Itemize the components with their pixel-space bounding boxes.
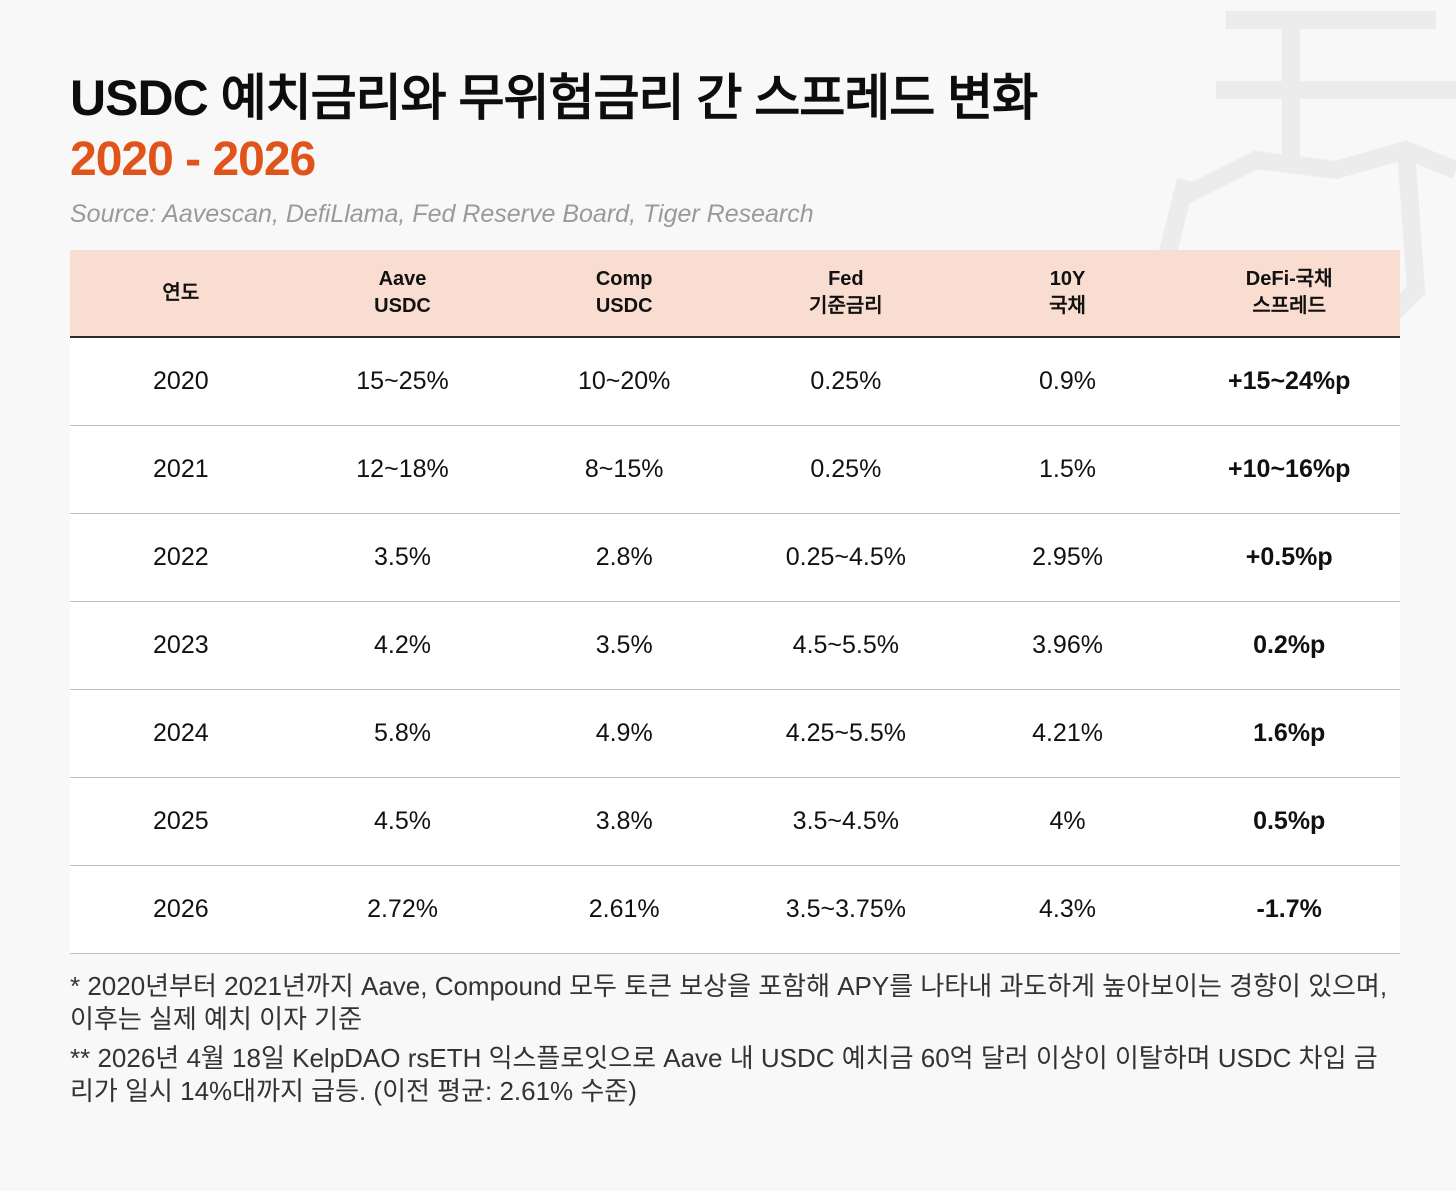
cell-year: 2026 <box>153 895 209 923</box>
cell-fed-rate: 3.5~4.5% <box>792 807 900 835</box>
cell-aave-usdc: 12~18% <box>356 455 449 483</box>
footnote: ** 2026년 4월 18일 KelpDAO rsETH 익스플로잇으로 Aa… <box>70 1043 1378 1106</box>
cell-comp-usdc: 2.61% <box>588 895 660 923</box>
cell-defi-spread: +0.5%p <box>1245 543 1333 571</box>
cell-aave-usdc: 15~25% <box>356 367 449 395</box>
cell-comp-usdc: 3.8% <box>595 807 653 835</box>
cell-defi-spread: +15~24%p <box>1228 367 1351 395</box>
table-header-row: 연도 Aave USDC Comp USDC Fed 기준금리 10Y 국채 D… <box>70 250 1400 338</box>
cell-fed-rate: 0.25% <box>810 367 882 395</box>
cell-year: 2025 <box>153 807 209 835</box>
header-year: 연도 <box>162 281 200 304</box>
cell-defi-spread: 0.5%p <box>1253 807 1326 835</box>
cell-10y-treasury: 3.96% <box>1032 631 1103 659</box>
cell-year: 2024 <box>153 719 209 747</box>
footnotes: * 2020년부터 2021년까지 Aave, Compound 모두 토큰 보… <box>70 970 1400 1114</box>
footnote: * 2020년부터 2021년까지 Aave, Compound 모두 토큰 보… <box>70 971 1388 1034</box>
table-row: 2020 15~25% 10~20% 0.25% 0.9% +15~24%p <box>70 338 1400 426</box>
cell-defi-spread: 1.6%p <box>1253 719 1326 747</box>
cell-year: 2022 <box>153 543 209 571</box>
header-10y-treasury: 10Y 국채 <box>1049 268 1086 317</box>
table-row: 2026 2.72% 2.61% 3.5~3.75% 4.3% -1.7% <box>70 866 1400 954</box>
cell-year: 2023 <box>153 631 209 659</box>
cell-comp-usdc: 3.5% <box>595 631 653 659</box>
cell-10y-treasury: 2.95% <box>1032 543 1103 571</box>
cell-comp-usdc: 10~20% <box>577 367 671 395</box>
header-defi-spread: DeFi-국채 스프레드 <box>1245 268 1333 317</box>
spread-table: 연도 Aave USDC Comp USDC Fed 기준금리 10Y 국채 D… <box>70 250 1400 954</box>
page-subtitle: 2020 - 2026 <box>70 133 316 186</box>
cell-fed-rate: 0.25~4.5% <box>785 543 906 571</box>
cell-10y-treasury: 4.3% <box>1039 895 1097 923</box>
header-aave-usdc: Aave USDC <box>374 268 431 317</box>
cell-fed-rate: 4.25~5.5% <box>785 719 906 747</box>
cell-10y-treasury: 4.21% <box>1032 719 1103 747</box>
cell-defi-spread: -1.7% <box>1256 895 1322 923</box>
cell-comp-usdc: 4.9% <box>595 719 653 747</box>
source-line: Source: Aavescan, DefiLlama, Fed Reserve… <box>70 200 814 228</box>
table-row: 2024 5.8% 4.9% 4.25~5.5% 4.21% 1.6%p <box>70 690 1400 778</box>
header-comp-usdc: Comp USDC <box>595 268 653 317</box>
table-row: 2025 4.5% 3.8% 3.5~4.5% 4% 0.5%p <box>70 778 1400 866</box>
cell-year: 2021 <box>153 455 209 483</box>
cell-10y-treasury: 4% <box>1049 807 1086 835</box>
cell-aave-usdc: 4.5% <box>374 807 431 835</box>
cell-10y-treasury: 1.5% <box>1039 455 1097 483</box>
cell-comp-usdc: 2.8% <box>595 543 653 571</box>
header-fed-rate: Fed 기준금리 <box>809 268 883 317</box>
cell-aave-usdc: 5.8% <box>374 719 431 747</box>
table-row: 2023 4.2% 3.5% 4.5~5.5% 3.96% 0.2%p <box>70 602 1400 690</box>
cell-aave-usdc: 3.5% <box>374 543 431 571</box>
page-title: USDC 예치금리와 무위험금리 간 스프레드 변화 <box>70 70 1038 126</box>
cell-aave-usdc: 2.72% <box>367 895 438 923</box>
cell-defi-spread: +10~16%p <box>1228 455 1351 483</box>
table-row: 2021 12~18% 8~15% 0.25% 1.5% +10~16%p <box>70 426 1400 514</box>
cell-fed-rate: 3.5~3.75% <box>785 895 906 923</box>
cell-fed-rate: 0.25% <box>810 455 882 483</box>
cell-10y-treasury: 0.9% <box>1039 367 1097 395</box>
cell-defi-spread: 0.2%p <box>1253 631 1326 659</box>
table-row: 2022 3.5% 2.8% 0.25~4.5% 2.95% +0.5%p <box>70 514 1400 602</box>
cell-year: 2020 <box>153 367 209 395</box>
cell-comp-usdc: 8~15% <box>584 455 664 483</box>
cell-fed-rate: 4.5~5.5% <box>792 631 900 659</box>
cell-aave-usdc: 4.2% <box>374 631 431 659</box>
